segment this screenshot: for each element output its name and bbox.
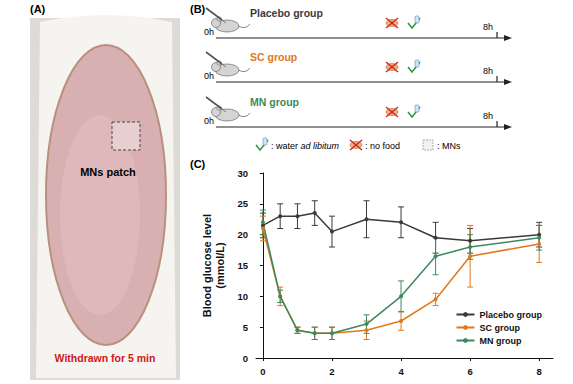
svg-text:SC group: SC group bbox=[479, 323, 520, 333]
svg-text:(mmol/L): (mmol/L) bbox=[214, 242, 226, 289]
svg-text:5: 5 bbox=[243, 322, 249, 333]
svg-text:8h: 8h bbox=[483, 111, 493, 121]
svg-text:: water ad libitum: : water ad libitum bbox=[271, 141, 340, 151]
svg-text:0h: 0h bbox=[204, 116, 214, 126]
svg-text:2: 2 bbox=[329, 366, 334, 377]
svg-text:0h: 0h bbox=[204, 71, 214, 81]
svg-text:Placebo group: Placebo group bbox=[479, 310, 542, 320]
svg-text:30: 30 bbox=[237, 168, 248, 179]
svg-text:0h: 0h bbox=[204, 27, 214, 37]
svg-text:MN group: MN group bbox=[250, 96, 299, 108]
svg-text:SC group: SC group bbox=[250, 51, 297, 63]
svg-text:10: 10 bbox=[237, 291, 248, 302]
svg-text:25: 25 bbox=[237, 198, 248, 209]
svg-text:(A): (A) bbox=[30, 3, 46, 15]
svg-text:Placebo group: Placebo group bbox=[250, 7, 323, 19]
svg-text:20: 20 bbox=[237, 229, 248, 240]
svg-text:0: 0 bbox=[260, 366, 265, 377]
svg-text:MNs patch: MNs patch bbox=[80, 166, 136, 178]
svg-text:(C): (C) bbox=[190, 158, 206, 170]
svg-text:8h: 8h bbox=[483, 22, 493, 32]
svg-text:Withdrawn for 5 min: Withdrawn for 5 min bbox=[55, 352, 156, 364]
svg-text:: no food: : no food bbox=[365, 141, 400, 151]
svg-text:6: 6 bbox=[467, 366, 472, 377]
svg-text:: MNs: : MNs bbox=[437, 141, 461, 151]
svg-text:8h: 8h bbox=[483, 66, 493, 76]
svg-text:0: 0 bbox=[243, 353, 248, 364]
svg-text:15: 15 bbox=[237, 260, 248, 271]
svg-text:4: 4 bbox=[398, 366, 404, 377]
svg-text:Blood glucose level: Blood glucose level bbox=[201, 214, 213, 317]
svg-text:8: 8 bbox=[537, 366, 542, 377]
svg-text:(B): (B) bbox=[190, 3, 206, 15]
svg-text:MN group: MN group bbox=[479, 336, 521, 346]
